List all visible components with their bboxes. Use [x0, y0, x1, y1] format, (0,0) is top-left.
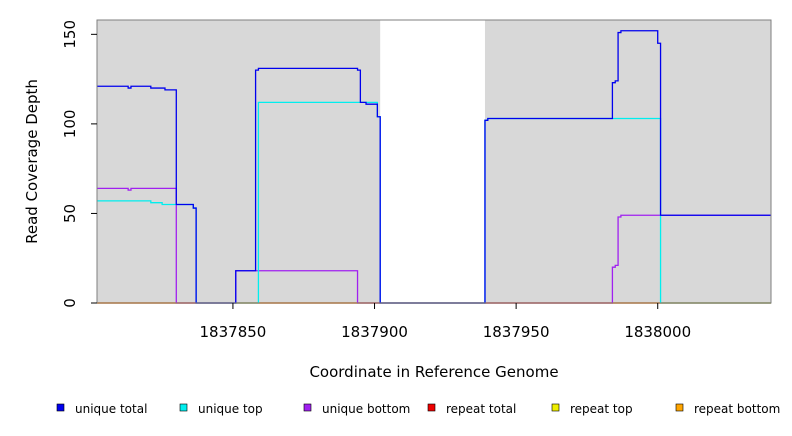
y-tick-label: 150 [61, 20, 79, 49]
y-axis-label: Read Coverage Depth [23, 79, 41, 244]
x-axis: 1837850 1837900 1837950 1838000 [200, 303, 691, 341]
y-axis: 0 50 100 150 [61, 20, 97, 308]
x-tick-label: 1837900 [341, 323, 408, 341]
plot-border [96, 19, 772, 304]
y-tick-label: 0 [61, 298, 79, 308]
x-tick-label: 1838000 [624, 323, 691, 341]
x-tick-label: 1837950 [483, 323, 550, 341]
x-axis-label: Coordinate in Reference Genome [309, 363, 558, 381]
x-tick-label: 1837850 [200, 323, 267, 341]
legend-swatch [303, 403, 312, 412]
legend-swatch [427, 403, 436, 412]
shaded-region-0 [97, 20, 381, 303]
legend-swatch [675, 403, 684, 412]
series-line-unique-total [97, 30, 771, 304]
legend-swatch [551, 403, 560, 412]
legend-swatch [179, 403, 188, 412]
y-tick-label: 50 [61, 204, 79, 223]
legend-label: repeat total [446, 402, 516, 416]
shaded-regions [97, 20, 771, 303]
legend-label: unique bottom [322, 402, 410, 416]
legend-swatch [56, 403, 65, 412]
legend: unique total unique top unique bottom repea… [56, 402, 780, 416]
legend-label: repeat bottom [694, 402, 780, 416]
legend-label: unique top [198, 402, 263, 416]
series-line-unique-bottom [97, 187, 771, 304]
legend-label: repeat top [570, 402, 633, 416]
shaded-region-1 [484, 20, 771, 303]
y-tick-label: 100 [61, 110, 79, 139]
legend-label: unique total [75, 402, 147, 416]
